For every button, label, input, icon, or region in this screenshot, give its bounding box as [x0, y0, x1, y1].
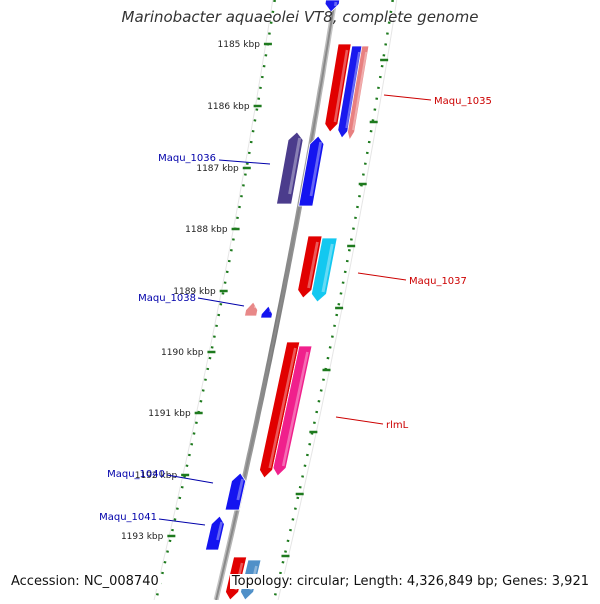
scale-tick-label: 1188 kbp — [185, 225, 228, 235]
genome-title: Marinobacter aquaeolei VT8, complete gen… — [0, 8, 600, 26]
scale-tick-label: 1190 kbp — [161, 348, 204, 358]
accession-text: Accession: NC_008740 — [9, 574, 161, 589]
gene-label: rlmL — [386, 420, 409, 431]
gene-label: Maqu_1038 — [138, 293, 196, 304]
scale-tick-label: 1187 kbp — [196, 164, 239, 174]
gene-label-leader — [384, 95, 431, 100]
scale-tick-label: 1185 kbp — [218, 40, 261, 50]
topology-text: Topology: circular; Length: 4,326,849 bp… — [230, 574, 591, 589]
gene-label: Maqu_1041 — [99, 512, 157, 523]
gene-arrow — [225, 473, 246, 510]
gene-arrow — [245, 302, 258, 316]
scale-tick-label: 1186 kbp — [207, 102, 250, 112]
gene-features — [205, 0, 369, 600]
gene-highlight — [335, 2, 336, 6]
gene-arrow — [205, 516, 224, 550]
gene-highlight — [270, 308, 271, 312]
gene-label: Maqu_1035 — [434, 96, 492, 107]
gene-label-leader — [358, 273, 406, 280]
gene-label-leader — [159, 519, 205, 525]
scale-tick-label: 1191 kbp — [148, 409, 191, 419]
gene-label: Maqu_1036 — [158, 153, 216, 164]
gene-label: Maqu_1037 — [409, 276, 467, 287]
gene-label: Maqu_1040 — [107, 469, 165, 480]
scale-tick-label: 1193 kbp — [121, 532, 164, 542]
gene-label-leader — [336, 417, 383, 424]
